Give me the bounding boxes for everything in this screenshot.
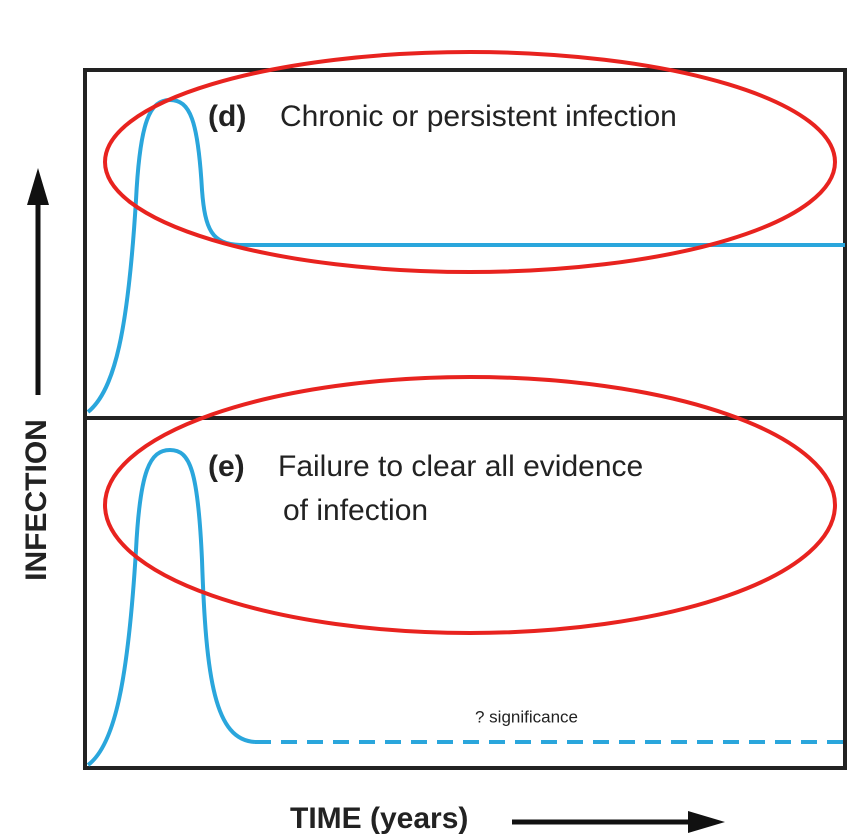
note: ? significance [475,707,578,726]
curve-chronic [86,97,845,414]
y-axis-label: INFECTION [20,419,53,581]
x-axis-label: TIME (years) [290,802,468,835]
panel-caption: Chronic or persistent infection [280,100,677,133]
x-arrowhead [688,811,725,833]
panel-caption: Failure to clear all evidence [278,450,643,483]
highlight-ellipse [103,375,837,635]
panel-letter: (d) [208,100,246,133]
highlight-ellipse [103,50,837,274]
y-arrowhead [27,168,49,205]
curve-failure [86,447,256,767]
panel-letter: (e) [208,450,245,483]
panel-caption: of infection [283,494,428,527]
